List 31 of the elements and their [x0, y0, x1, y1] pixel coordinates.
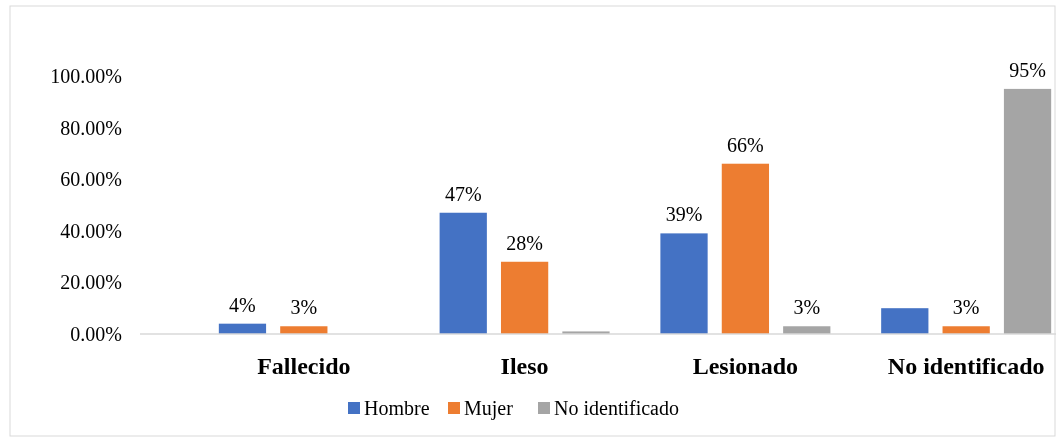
- x-tick-label: No identificado: [887, 353, 1045, 379]
- y-tick-label: 40.00%: [60, 219, 122, 242]
- data-label: 4%: [229, 293, 256, 316]
- y-tick-label: 20.00%: [60, 271, 122, 294]
- data-label: 3%: [952, 296, 980, 319]
- bar: [439, 212, 487, 334]
- x-tick-label: Ileso: [500, 353, 549, 379]
- y-tick-label: 60.00%: [60, 168, 122, 191]
- bar: [942, 326, 990, 334]
- data-label: 47%: [444, 182, 482, 205]
- y-tick-label: 0.00%: [70, 323, 122, 345]
- bar: [500, 261, 549, 334]
- bar: [783, 326, 831, 334]
- bar: [721, 163, 770, 334]
- y-tick-label: 80.00%: [60, 116, 122, 139]
- data-label: 39%: [665, 203, 703, 226]
- legend-label: Mujer: [464, 397, 514, 420]
- bar: [660, 233, 708, 334]
- x-tick-label: Fallecido: [257, 353, 351, 379]
- bar: [280, 326, 328, 334]
- data-label: 66%: [727, 133, 764, 156]
- legend-label: Hombre: [364, 397, 430, 419]
- x-tick-label: Lesionado: [692, 353, 799, 379]
- data-label: 3%: [793, 296, 821, 319]
- bar: [881, 308, 929, 334]
- bar: [1003, 88, 1052, 334]
- data-label: 28%: [506, 231, 543, 254]
- data-label: 95%: [1009, 58, 1046, 81]
- legend-label: No identificado: [554, 397, 679, 419]
- y-tick-label: 100.00%: [50, 65, 122, 87]
- data-label: 3%: [290, 296, 318, 319]
